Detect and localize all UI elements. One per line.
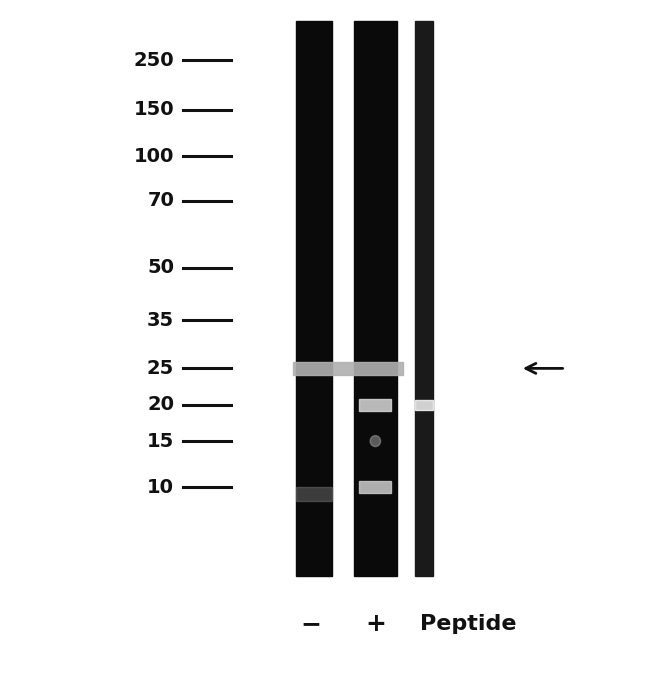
Text: 20: 20 (147, 395, 174, 414)
Text: 15: 15 (147, 431, 174, 451)
Text: −: − (300, 613, 321, 636)
Bar (415, 21, 433, 576)
Bar (296, 21, 332, 576)
Text: 250: 250 (134, 51, 174, 70)
Text: 70: 70 (148, 191, 174, 211)
Bar (292, 362, 403, 375)
Bar (359, 481, 391, 493)
Text: 25: 25 (147, 359, 174, 378)
Circle shape (370, 436, 381, 447)
Text: 150: 150 (134, 100, 174, 119)
Text: 50: 50 (147, 258, 174, 277)
Text: +: + (365, 613, 386, 636)
Text: 100: 100 (134, 147, 174, 166)
Text: 35: 35 (147, 311, 174, 330)
Text: Peptide: Peptide (420, 614, 516, 635)
Bar (296, 487, 332, 501)
Bar (354, 21, 396, 576)
Bar (415, 399, 433, 410)
Bar (359, 399, 391, 411)
Text: 10: 10 (147, 477, 174, 497)
